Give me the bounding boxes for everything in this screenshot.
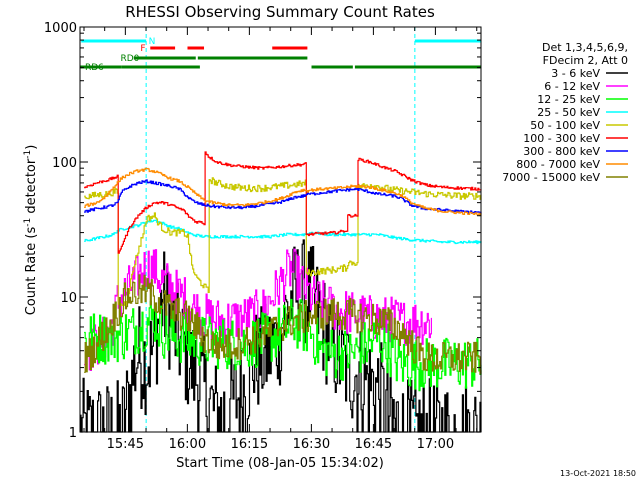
y-tick-label: 10 — [60, 291, 77, 306]
legend-label: 300 - 800 keV — [523, 145, 600, 158]
rd6-flag-label: RD6 — [85, 63, 104, 73]
y-axis-label-part: ) — [24, 145, 39, 150]
legend-label: 7000 - 15000 keV — [502, 171, 600, 184]
x-axis-label: Start Time (08-Jan-05 15:34:02) — [176, 456, 384, 471]
x-tick-label: 16:00 — [169, 437, 206, 452]
y-axis-label-superscript: -1 — [23, 218, 33, 227]
x-tick-label: 16:45 — [355, 437, 392, 452]
flare-flag-label: F — [140, 44, 145, 54]
y-tick-label: 1 — [69, 426, 77, 441]
legend-label: 12 - 25 keV — [537, 93, 600, 106]
legend-label: 800 - 7000 keV — [516, 158, 600, 171]
series-line — [84, 274, 482, 375]
legend-label: 100 - 300 keV — [523, 132, 600, 145]
axes: 1 10 100 1000 15:45 16:00 16:15 16:30 16:45 17:00 — [44, 21, 481, 452]
legend-header-line: FDecim 2, Att 0 — [543, 54, 628, 67]
legend-label: 25 - 50 keV — [537, 106, 600, 119]
timestamp: 13-Oct-2021 18:50 — [560, 469, 636, 478]
x-tick-label: 16:30 — [293, 437, 330, 452]
legend: Det 1,3,4,5,6,9, FDecim 2, Att 0 3 - 6 k… — [502, 41, 628, 184]
series-line — [84, 179, 482, 214]
x-tick-label: 17:00 — [417, 437, 454, 452]
x-tick-label: 16:15 — [231, 437, 268, 452]
x-tick-label: 15:45 — [107, 437, 144, 452]
rd0-flag-label: RD0 — [121, 54, 140, 64]
legend-label: 3 - 6 keV — [551, 67, 600, 80]
series-line — [84, 219, 482, 245]
y-axis-label-part: Count Rate (s — [24, 227, 39, 316]
series-line — [84, 151, 482, 254]
y-tick-label: 100 — [52, 156, 77, 171]
legend-label: 6 - 12 keV — [544, 80, 600, 93]
y-axis-label-part: detector — [24, 158, 39, 218]
plot-frame — [79, 26, 482, 433]
y-tick-label: 1000 — [44, 21, 77, 36]
series-line — [84, 177, 482, 309]
y-axis-label-superscript: -1 — [23, 150, 33, 159]
legend-header-line: Det 1,3,4,5,6,9, — [542, 41, 628, 54]
series-line — [84, 167, 482, 217]
y-axis-label: Count Rate (s-1 detector-1) — [23, 145, 39, 316]
night-flag-label: N — [149, 37, 156, 47]
legend-label: 50 - 100 keV — [530, 119, 600, 132]
chart-title: RHESSI Observing Summary Count Rates — [125, 3, 435, 21]
